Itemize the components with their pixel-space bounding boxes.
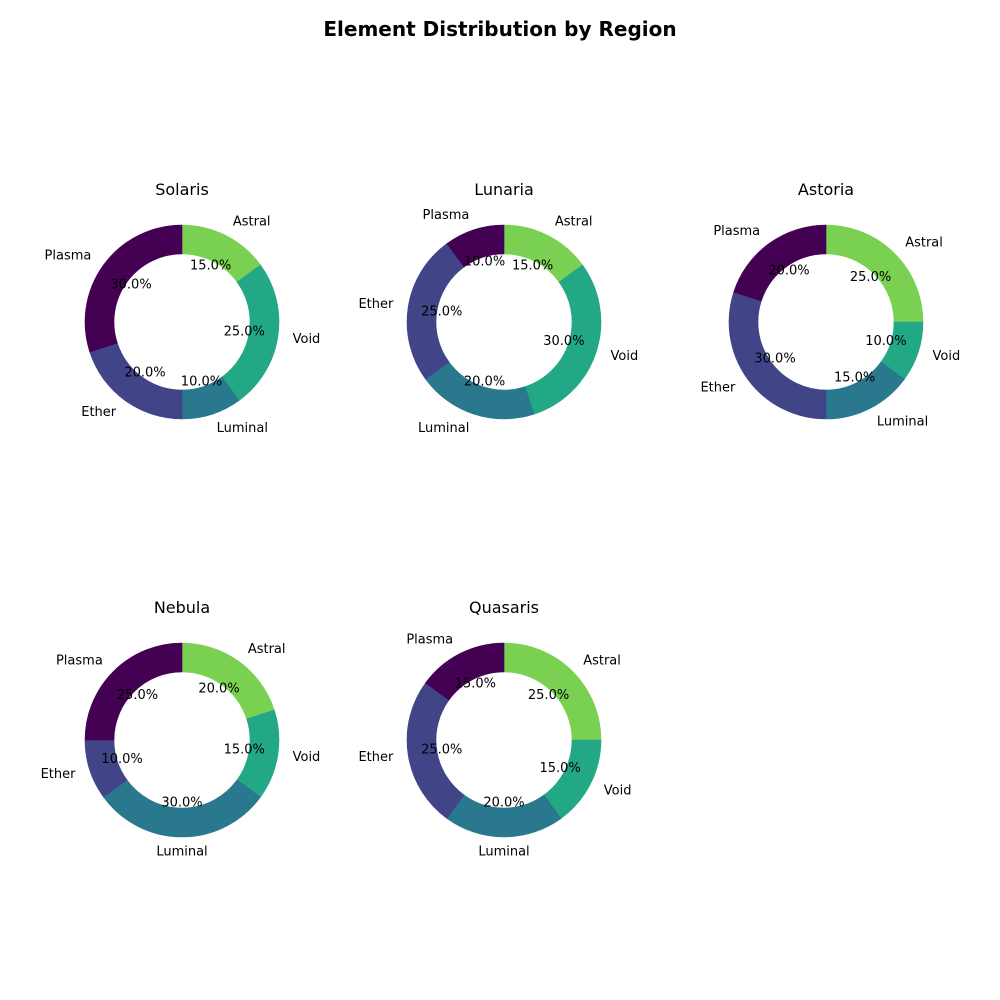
slice-percent-nebula-void: 15.0% xyxy=(224,742,265,757)
slice-label-quasaris-ether: Ether xyxy=(358,750,394,765)
slice-label-astoria-plasma: Plasma xyxy=(713,224,760,239)
slice-label-quasaris-astral: Astral xyxy=(583,653,621,668)
slice-percent-solaris-plasma: 30.0% xyxy=(110,277,151,292)
slice-quasaris-plasma xyxy=(425,642,505,701)
donut-chart-quasaris: Quasaris Astral 25.0% Void 15.0% Luminal 20.0%… xyxy=(358,598,631,860)
slice-percent-quasaris-ether: 25.0% xyxy=(421,742,462,757)
slice-percent-astoria-plasma: 20.0% xyxy=(768,264,809,279)
slice-percent-astoria-ether: 30.0% xyxy=(754,352,795,367)
slice-astoria-plasma xyxy=(733,224,827,302)
slice-label-lunaria-plasma: Plasma xyxy=(423,208,470,223)
slice-percent-nebula-luminal: 30.0% xyxy=(161,796,202,811)
slice-label-lunaria-void: Void xyxy=(611,349,639,364)
donut-charts-grid: Solaris Astral 15.0% Void 25.0% Luminal 10.0% E… xyxy=(41,180,961,860)
chart-title-lunaria: Lunaria xyxy=(474,180,534,199)
slice-label-astoria-void: Void xyxy=(933,349,961,364)
slice-label-nebula-plasma: Plasma xyxy=(56,653,103,668)
chart-title-nebula: Nebula xyxy=(154,598,210,617)
slice-label-nebula-astral: Astral xyxy=(248,642,286,657)
slice-label-solaris-astral: Astral xyxy=(233,215,271,230)
slice-percent-quasaris-plasma: 15.0% xyxy=(455,676,496,691)
slice-label-quasaris-luminal: Luminal xyxy=(478,845,529,860)
donut-chart-nebula: Nebula Astral 20.0% Void 15.0% Luminal 30.0% Et… xyxy=(41,598,321,860)
slice-nebula-plasma xyxy=(84,642,183,741)
figure-title: Element Distribution by Region xyxy=(323,17,676,41)
slice-percent-astoria-void: 10.0% xyxy=(865,334,906,349)
slice-label-nebula-luminal: Luminal xyxy=(156,845,207,860)
slice-percent-solaris-astral: 15.0% xyxy=(190,258,231,273)
slice-percent-solaris-ether: 20.0% xyxy=(124,365,165,380)
slice-percent-nebula-plasma: 25.0% xyxy=(117,688,158,703)
slice-percent-quasaris-luminal: 20.0% xyxy=(483,796,524,811)
slice-percent-nebula-astral: 20.0% xyxy=(198,682,239,697)
slice-percent-nebula-ether: 10.0% xyxy=(101,752,142,767)
slice-lunaria-plasma xyxy=(446,224,505,268)
slice-percent-lunaria-luminal: 20.0% xyxy=(464,374,505,389)
slice-label-nebula-void: Void xyxy=(293,750,321,765)
slice-label-astoria-ether: Ether xyxy=(700,380,736,395)
slice-percent-solaris-luminal: 10.0% xyxy=(181,374,222,389)
slice-percent-astoria-astral: 25.0% xyxy=(850,270,891,285)
slice-label-solaris-plasma: Plasma xyxy=(45,249,92,264)
donut-chart-lunaria: Lunaria Astral 15.0% Void 30.0% Luminal 20.0% E… xyxy=(358,180,638,436)
slice-label-lunaria-astral: Astral xyxy=(555,215,593,230)
slice-label-solaris-luminal: Luminal xyxy=(217,421,268,436)
slice-percent-solaris-void: 25.0% xyxy=(224,324,265,339)
slice-label-quasaris-plasma: Plasma xyxy=(406,633,453,648)
slice-label-nebula-ether: Ether xyxy=(41,767,77,782)
slice-percent-lunaria-plasma: 10.0% xyxy=(464,255,505,270)
donut-chart-solaris: Solaris Astral 15.0% Void 25.0% Luminal 10.0% E… xyxy=(45,180,321,436)
slice-percent-astoria-luminal: 15.0% xyxy=(834,371,875,386)
slice-label-astoria-astral: Astral xyxy=(905,235,943,250)
slice-label-quasaris-void: Void xyxy=(604,783,632,798)
chart-title-astoria: Astoria xyxy=(798,180,854,199)
slice-percent-lunaria-ether: 25.0% xyxy=(421,305,462,320)
slice-percent-quasaris-astral: 25.0% xyxy=(528,688,569,703)
slice-label-lunaria-ether: Ether xyxy=(358,297,394,312)
slice-label-lunaria-luminal: Luminal xyxy=(418,421,469,436)
chart-title-solaris: Solaris xyxy=(155,180,209,199)
slice-label-astoria-luminal: Luminal xyxy=(877,414,928,429)
chart-title-quasaris: Quasaris xyxy=(469,598,539,617)
slice-solaris-plasma xyxy=(84,224,183,353)
slice-label-solaris-ether: Ether xyxy=(81,405,117,420)
slice-percent-quasaris-void: 15.0% xyxy=(539,761,580,776)
slice-label-solaris-void: Void xyxy=(293,332,321,347)
donut-chart-astoria: Astoria Astral 25.0% Void 10.0% Luminal 15.0% E… xyxy=(700,180,960,429)
slice-percent-lunaria-astral: 15.0% xyxy=(512,258,553,273)
slice-percent-lunaria-void: 30.0% xyxy=(543,334,584,349)
